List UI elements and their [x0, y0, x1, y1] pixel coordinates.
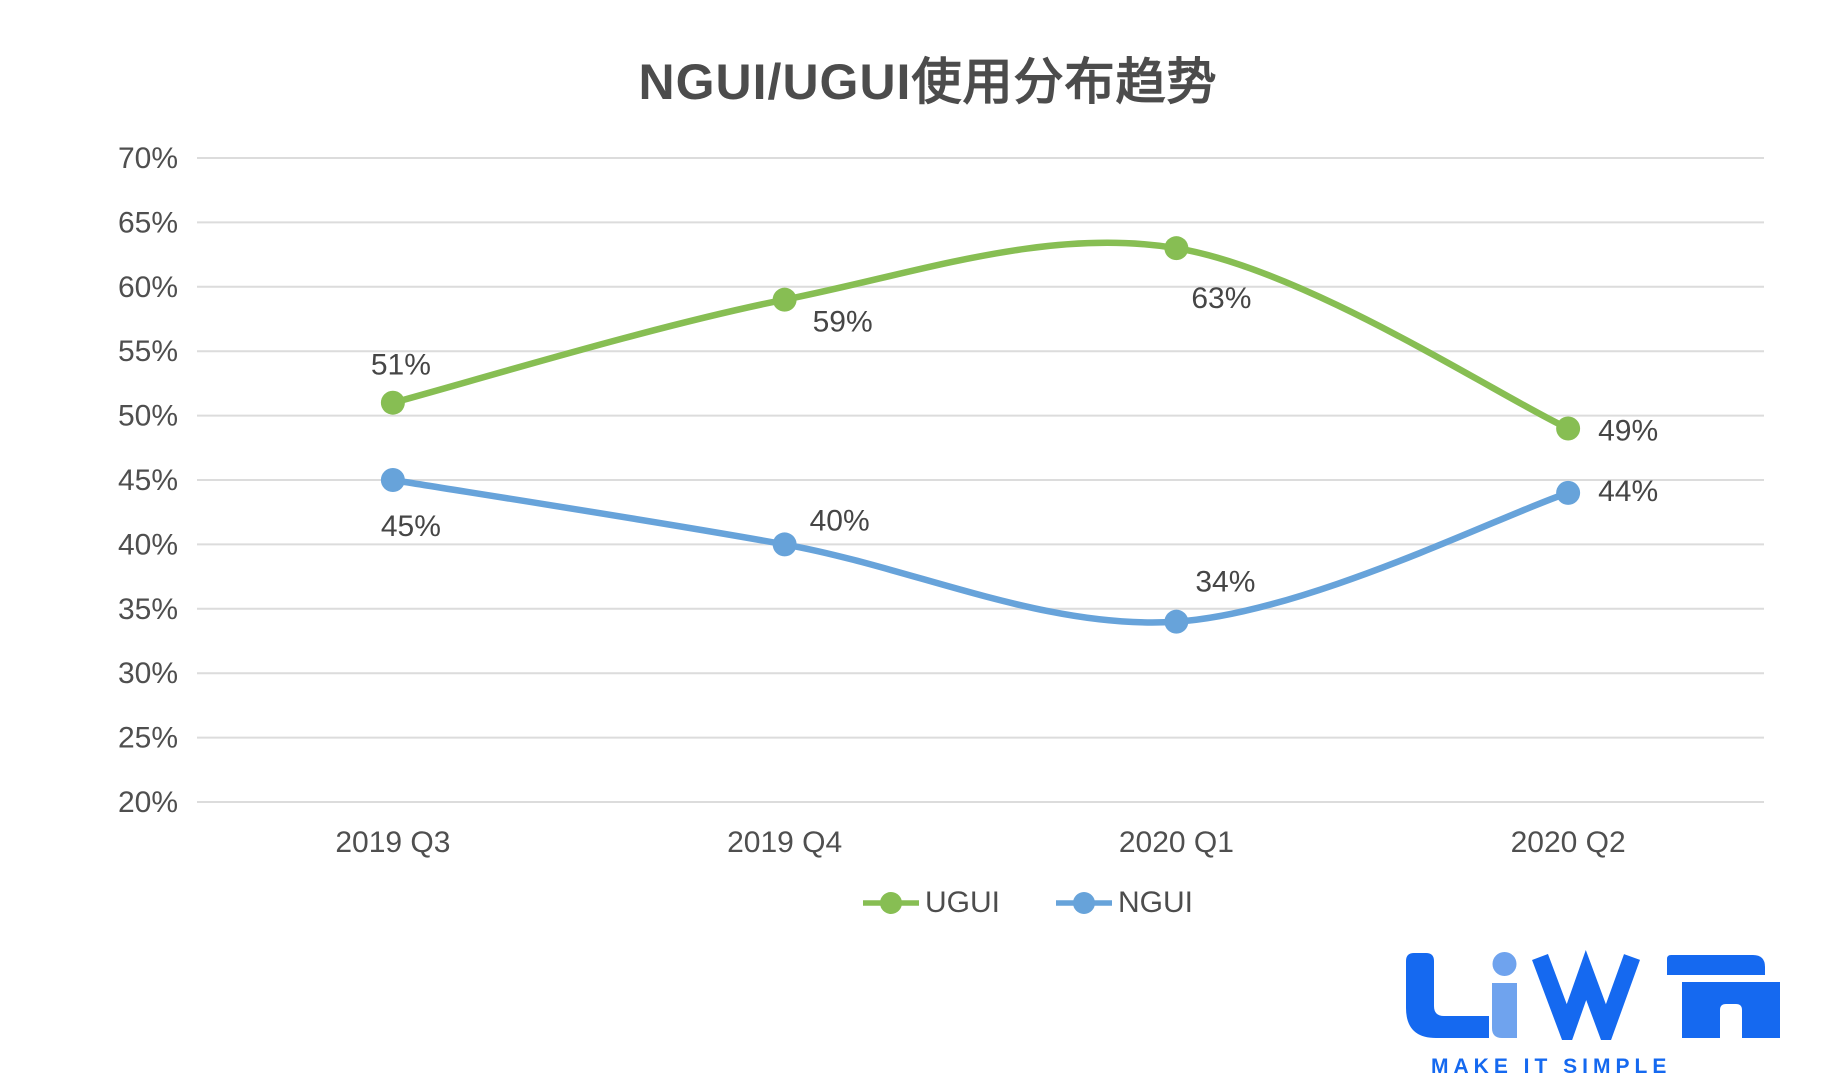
- y-axis-tick-label: 30%: [118, 657, 178, 690]
- logo-letter-a-bar: [1667, 955, 1765, 975]
- liwa-logo-wordmark: [1406, 949, 1780, 1054]
- y-axis-tick-label: 50%: [118, 400, 178, 433]
- y-axis-tick-label: 60%: [118, 271, 178, 304]
- logo-letter-a-arch: [1682, 982, 1780, 1038]
- logo-letter-w: [1532, 949, 1640, 1054]
- ugui-data-point: [1164, 236, 1189, 261]
- legend-label: UGUI: [925, 886, 1000, 919]
- ugui-data-label: 51%: [371, 349, 431, 382]
- y-axis-tick-label: 45%: [118, 464, 178, 497]
- ugui-data-label: 59%: [813, 306, 873, 339]
- ngui-data-point: [1164, 609, 1189, 634]
- logo-tagline: MAKE IT SIMPLE: [1431, 1055, 1672, 1078]
- logo-letter-i-stem: [1492, 983, 1517, 1038]
- y-axis-tick-label: 70%: [118, 142, 178, 175]
- legend-label: NGUI: [1118, 886, 1193, 919]
- y-axis-tick-label: 20%: [118, 786, 178, 819]
- ugui-data-label: 63%: [1191, 282, 1251, 315]
- y-axis-tick-label: 40%: [118, 528, 178, 561]
- ngui-data-point: [380, 468, 405, 492]
- ugui-data-label: 49%: [1598, 414, 1658, 447]
- y-axis-tick-label: 65%: [118, 206, 178, 239]
- ngui-data-point: [1556, 480, 1581, 505]
- y-axis-tick-label: 55%: [118, 335, 178, 368]
- x-axis-label: 2019 Q4: [727, 826, 842, 859]
- ngui-data-label: 45%: [381, 510, 441, 543]
- legend-item-ngui: NGUI: [1056, 886, 1193, 920]
- ngui-data-point: [772, 532, 797, 557]
- chart-legend: UGUI NGUI: [863, 886, 1193, 920]
- y-axis-tick-label: 35%: [118, 593, 178, 626]
- ngui-data-label: 40%: [810, 504, 870, 537]
- ngui-data-label: 44%: [1598, 475, 1658, 508]
- x-axis-label: 2019 Q3: [335, 826, 450, 859]
- legend-marker-ugui-icon: [863, 892, 919, 914]
- ngui-series-line: [392, 476, 1570, 626]
- y-axis-tick-label: 25%: [118, 722, 178, 755]
- legend-marker-ngui-icon: [1056, 892, 1112, 914]
- ngui-data-label: 34%: [1195, 566, 1255, 599]
- x-axis-label: 2020 Q2: [1511, 826, 1626, 859]
- x-axis-label: 2020 Q1: [1119, 826, 1234, 859]
- chart-title: NGUI/UGUI使用分布趋势: [638, 54, 1218, 110]
- legend-item-ugui: UGUI: [863, 886, 1000, 920]
- ugui-series-line: [392, 239, 1570, 432]
- ugui-data-point: [772, 287, 797, 312]
- liwa-logo: MAKE IT SIMPLE: [1403, 948, 1795, 1079]
- logo-letter-i-dot: [1492, 952, 1517, 976]
- logo-letter-l: [1406, 953, 1489, 1038]
- ugui-data-point: [380, 390, 405, 415]
- ugui-data-point: [1556, 416, 1581, 441]
